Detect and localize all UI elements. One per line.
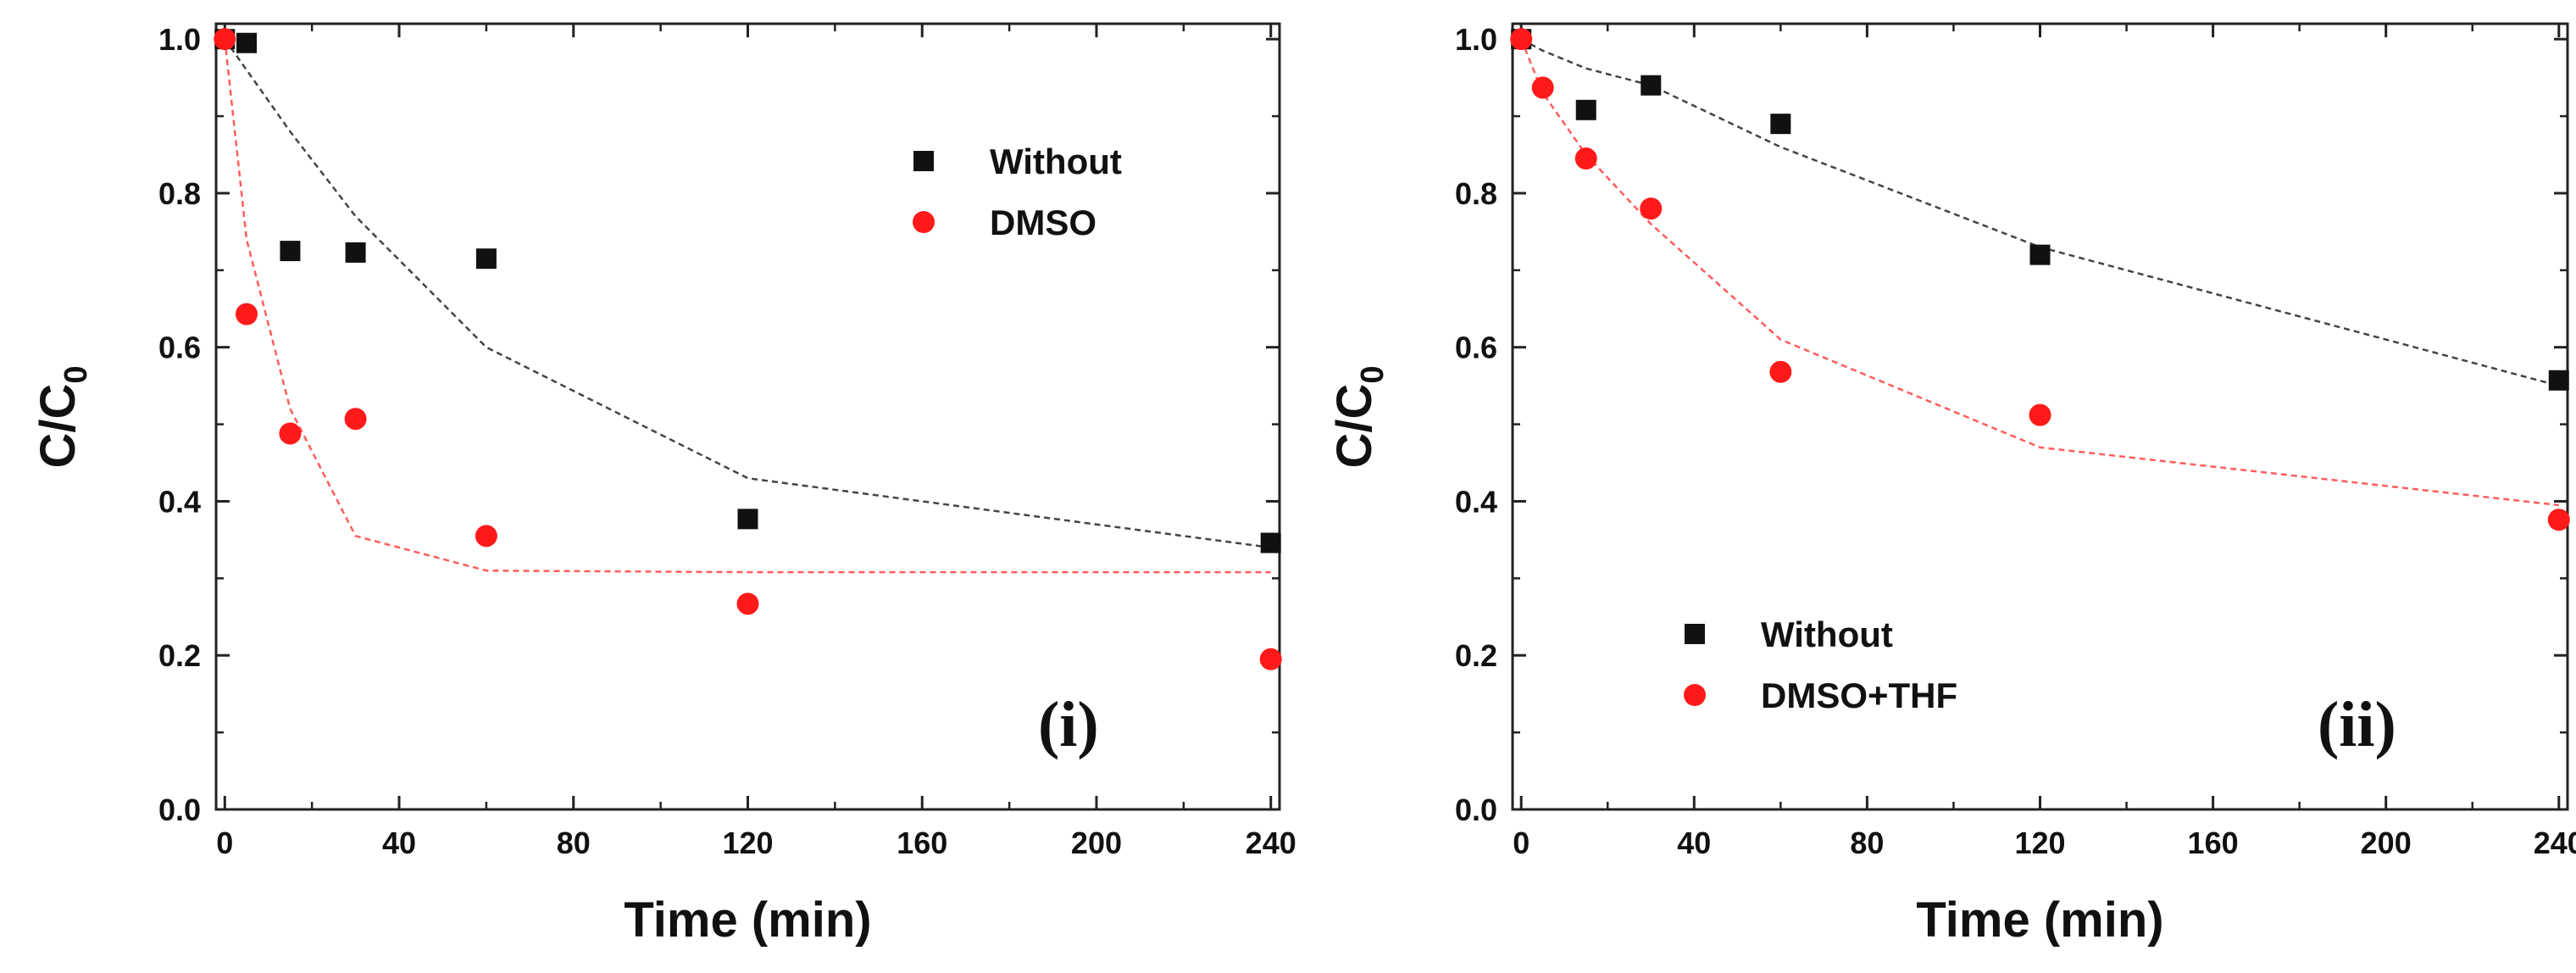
fit-line-without	[1520, 38, 2560, 387]
data-point-square	[1575, 99, 1596, 120]
legend-marker-square	[913, 151, 934, 171]
y-tick-label: 0.0	[1455, 792, 1497, 827]
data-point-square	[280, 241, 301, 262]
panel-label: (i)	[1038, 689, 1099, 760]
y-tick-label: 0.2	[158, 638, 201, 673]
x-tick-label: 200	[2361, 826, 2412, 860]
data-point-circle	[475, 525, 497, 548]
data-point-square	[475, 248, 497, 270]
chart-panel-i: 0 40 80 120 160 200 240 0.0 0.2 0.4 0.6 0.8 1.0 Time …	[31, 22, 1296, 948]
legend-label: DMSO+THF	[1761, 676, 1957, 715]
data-point-circle	[1259, 648, 1282, 670]
y-tick-label: 0.8	[1455, 176, 1497, 211]
y-axis-title-subscript: 0	[1355, 365, 1391, 383]
fit-line-without	[224, 38, 1271, 549]
y-tick-label: 0.6	[1455, 331, 1497, 365]
x-tick-label: 160	[2188, 826, 2239, 860]
y-axis-title-subscript: 0	[58, 365, 94, 383]
x-tick-label: 0	[216, 826, 233, 860]
data-point-circle	[2547, 509, 2570, 531]
x-tick-label: 40	[382, 826, 416, 860]
data-point-circle	[344, 408, 367, 431]
x-tick-label: 160	[897, 826, 947, 860]
fit-line-solvent	[1520, 38, 2559, 507]
data-point-circle	[1769, 360, 1792, 383]
chart-panel-ii: 0 40 80 120 160 200 240 0.0 0.2 0.4 0.6 0.8 1.0 Time …	[1327, 22, 2576, 948]
y-tick-label: 0.2	[1455, 638, 1497, 673]
fit-line-solvent	[224, 39, 1271, 574]
legend-marker-circle	[913, 211, 935, 233]
data-point-circle	[236, 303, 258, 325]
data-point-circle	[736, 592, 759, 615]
x-tick-label: 80	[1850, 826, 1884, 860]
y-tick-label: 0.8	[158, 176, 201, 211]
y-tick-label: 0.4	[158, 484, 201, 519]
data-point-circle	[1574, 147, 1597, 170]
x-tick-label: 240	[1246, 826, 1296, 860]
x-tick-label: 120	[722, 826, 773, 860]
data-point-circle	[1510, 28, 1533, 51]
data-point-square	[236, 32, 258, 53]
y-tick-label: 0.0	[158, 792, 201, 827]
data-point-circle	[279, 422, 302, 445]
data-point-square	[1260, 532, 1281, 553]
data-point-square	[2029, 244, 2051, 265]
x-tick-label: 0	[1513, 826, 1530, 860]
y-tick-label: 0.6	[158, 331, 201, 365]
x-tick-label: 200	[1071, 826, 1122, 860]
legend-marker-circle	[1684, 684, 1706, 706]
y-tick-label: 0.4	[1455, 484, 1497, 519]
data-point-square	[2548, 370, 2569, 391]
x-tick-label: 240	[2534, 826, 2576, 860]
legend-marker-square	[1685, 624, 1705, 644]
x-axis-title: Time (min)	[624, 892, 871, 948]
y-tick-label: 1.0	[1455, 22, 1497, 57]
data-point-circle	[1640, 197, 1663, 220]
y-tick-label: 1.0	[158, 22, 201, 57]
x-tick-label: 40	[1677, 826, 1711, 860]
data-point-circle	[1531, 76, 1554, 99]
data-point-square	[737, 509, 758, 530]
data-point-circle	[214, 28, 236, 51]
y-axis-title: C/C0	[31, 365, 94, 468]
data-point-square	[1641, 75, 1662, 96]
x-tick-label: 80	[557, 826, 591, 860]
x-axis-title: Time (min)	[1916, 892, 2163, 948]
legend-label: Without	[1761, 614, 1893, 654]
panel-label: (ii)	[2318, 689, 2396, 760]
data-point-circle	[2029, 403, 2051, 426]
data-point-square	[1770, 114, 1791, 135]
data-point-square	[345, 242, 366, 263]
y-axis-title: C/C0	[1327, 365, 1391, 468]
legend-label: Without	[990, 142, 1122, 181]
legend-label: DMSO	[990, 203, 1096, 242]
x-tick-label: 120	[2014, 826, 2065, 860]
